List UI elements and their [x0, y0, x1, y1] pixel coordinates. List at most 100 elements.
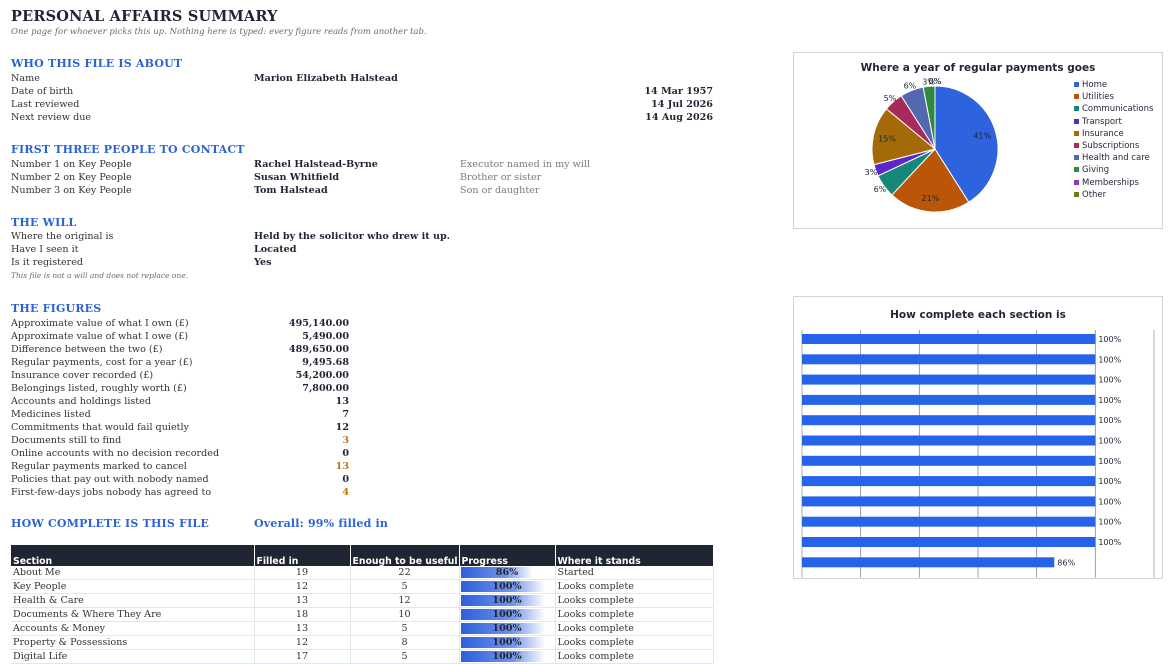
progress-text: 100% — [492, 637, 522, 648]
legend-label: Insurance — [1082, 128, 1124, 139]
completion-bar[interactable] — [802, 476, 1096, 487]
enough-count: 22 — [350, 566, 460, 580]
figure-label: Regular payments marked to cancel — [11, 461, 187, 472]
legend-item[interactable]: Other — [1074, 190, 1106, 200]
table-row[interactable]: Property & Possessions 12 8 100% Looks compl… — [11, 635, 714, 650]
section-name[interactable]: Health & Care — [11, 593, 255, 608]
pie-slice-insurance[interactable] — [871, 108, 937, 166]
completion-bar[interactable] — [802, 496, 1096, 507]
section-name[interactable]: Property & Possessions — [11, 635, 255, 650]
completion-bar[interactable] — [802, 394, 1096, 405]
completion-bar[interactable] — [802, 557, 1055, 568]
legend-item[interactable]: Giving — [1074, 165, 1109, 175]
legend-swatch — [1074, 155, 1079, 161]
legend-item[interactable]: Insurance — [1074, 129, 1124, 139]
completion-bar[interactable] — [802, 415, 1096, 426]
will-value[interactable]: Yes — [254, 257, 272, 268]
figure-label: Belongings listed, roughly worth (£) — [11, 383, 187, 394]
dob-label: Date of birth — [11, 86, 74, 97]
legend-item[interactable]: Health and care — [1074, 153, 1150, 163]
section-name[interactable]: Key People — [11, 579, 255, 594]
figure-label: Policies that pay out with nobody named — [11, 474, 209, 485]
pie-slice-giving[interactable] — [922, 85, 936, 150]
table-row[interactable]: Key People 12 5 100% Looks complete — [11, 579, 714, 594]
section-name[interactable]: Documents & Where They Are — [11, 607, 255, 622]
contact-name[interactable]: Susan Whitfield — [254, 172, 340, 183]
table-row[interactable]: About Me 19 22 86% Started — [11, 566, 714, 580]
legend-swatch — [1074, 118, 1079, 124]
col-header-progress[interactable]: Progress — [459, 545, 556, 566]
legend-swatch — [1074, 106, 1079, 112]
progress-text: 100% — [492, 581, 522, 592]
figure-value[interactable]: 0 — [342, 448, 349, 459]
legend-item[interactable]: Home — [1074, 80, 1107, 90]
bar-value-label: 100% — [1098, 518, 1121, 527]
legend-item[interactable]: Memberships — [1074, 178, 1139, 188]
next-review-value[interactable]: 14 Aug 2026 — [645, 112, 713, 123]
legend-item[interactable]: Utilities — [1074, 92, 1114, 102]
completion-bar[interactable] — [802, 374, 1096, 385]
legend-item[interactable]: Transport — [1074, 117, 1122, 127]
pie-slice-utilities[interactable] — [891, 148, 970, 213]
completion-bar[interactable] — [802, 516, 1096, 527]
name-value[interactable]: Marion Elizabeth Halstead — [254, 73, 398, 84]
will-value[interactable]: Held by the solicitor who drew it up. — [254, 231, 451, 242]
section-name[interactable]: Digital Life — [11, 649, 255, 664]
legend-swatch — [1074, 82, 1079, 87]
bar-value-label: 100% — [1098, 477, 1121, 486]
dob-value[interactable]: 14 Mar 1957 — [644, 86, 713, 97]
completion-bar[interactable] — [802, 435, 1096, 446]
table-row[interactable]: Documents & Where They Are 18 10 100% Looks … — [11, 607, 714, 622]
figure-value[interactable]: 0 — [342, 474, 349, 485]
figure-value[interactable]: 13 — [335, 461, 349, 472]
legend-item[interactable]: Communications — [1074, 104, 1153, 114]
last-reviewed-value[interactable]: 14 Jul 2026 — [651, 99, 713, 110]
figure-label: Insurance cover recorded (£) — [11, 370, 154, 381]
progress-cell: 100% — [459, 635, 556, 650]
figure-value[interactable]: 7 — [342, 409, 349, 420]
legend-label: Giving — [1082, 165, 1110, 176]
will-disclaimer: This file is not a will and does not rep… — [11, 271, 189, 280]
completion-bar[interactable] — [802, 334, 1096, 344]
will-value[interactable]: Located — [254, 244, 297, 255]
contact-name[interactable]: Rachel Halstead-Byrne — [254, 159, 378, 170]
figure-value[interactable]: 4 — [342, 487, 349, 498]
will-label: Have I seen it — [11, 244, 79, 255]
pie-chart-panel: Where a year of regular payments goes 41… — [793, 52, 1163, 229]
bar-chart-panel: How complete each section is 100% 100% 100… — [793, 296, 1163, 579]
section-name[interactable]: About Me — [11, 566, 255, 580]
enough-count: 5 — [350, 621, 460, 636]
pie-slice-label: 21% — [921, 194, 939, 203]
figure-value[interactable]: 3 — [342, 435, 349, 446]
col-header-enough[interactable]: Enough to be useful — [350, 545, 460, 566]
name-label: Name — [11, 73, 40, 84]
figure-value[interactable]: 489,650.00 — [288, 344, 349, 355]
progress-bar — [460, 581, 545, 592]
figure-value[interactable]: 9,495.68 — [302, 357, 349, 368]
completion-bar[interactable] — [802, 354, 1096, 365]
contact-name[interactable]: Tom Halstead — [254, 185, 328, 196]
table-row[interactable]: Health & Care 13 12 100% Looks complete — [11, 593, 714, 608]
table-row[interactable]: Digital Life 17 5 100% Looks complete — [11, 649, 714, 664]
figure-value[interactable]: 5,490.00 — [302, 331, 349, 342]
progress-bar — [460, 567, 533, 578]
figure-value[interactable]: 54,200.00 — [295, 370, 349, 381]
figure-value[interactable]: 12 — [335, 422, 349, 433]
completion-bar[interactable] — [802, 537, 1096, 547]
section-name[interactable]: Accounts & Money — [11, 621, 255, 636]
figure-value[interactable]: 13 — [335, 396, 349, 407]
legend-swatch — [1074, 130, 1079, 136]
section-heading-completeness: HOW COMPLETE IS THIS FILE — [11, 517, 209, 530]
col-header-status[interactable]: Where it stands — [555, 545, 714, 566]
legend-item[interactable]: Subscriptions — [1074, 141, 1139, 151]
col-header-section[interactable]: Section — [11, 545, 255, 566]
figure-value[interactable]: 7,800.00 — [302, 383, 349, 394]
col-header-filled[interactable]: Filled in — [254, 545, 351, 566]
completion-bar[interactable] — [802, 455, 1096, 466]
pie-slice-label: 15% — [878, 134, 896, 143]
page-title: PERSONAL AFFAIRS SUMMARY — [11, 8, 278, 25]
table-row[interactable]: Accounts & Money 13 5 100% Looks complete — [11, 621, 714, 636]
figure-value[interactable]: 495,140.00 — [288, 318, 349, 329]
filled-count: 13 — [254, 593, 351, 608]
bar-value-label: 100% — [1098, 396, 1121, 405]
